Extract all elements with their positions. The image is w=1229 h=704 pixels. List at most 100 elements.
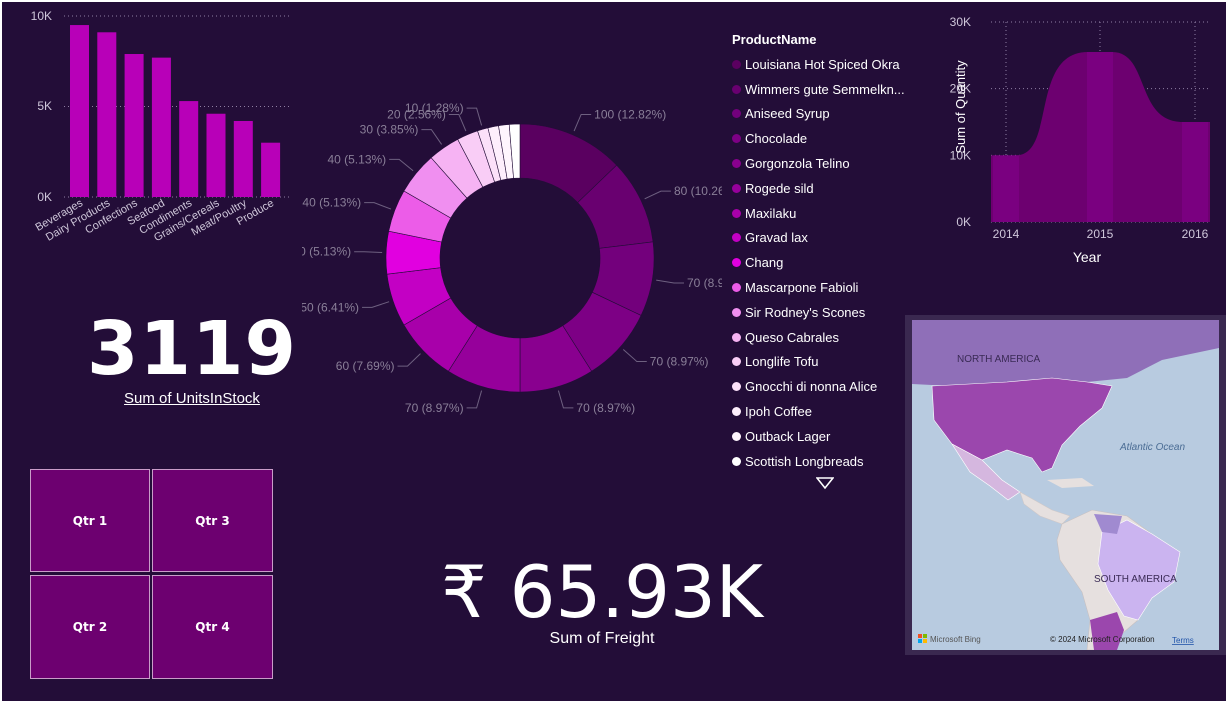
map-canvas: NORTH AMERICA Atlantic Ocean SOUTH AMERI… [912,320,1219,650]
x-axis-title: Year [1073,249,1102,265]
map-copyright: © 2024 Microsoft Corporation [1050,635,1155,644]
legend-swatch [732,59,741,69]
leader-line [656,279,684,284]
y-tick-label: 20K [950,82,971,96]
legend-item[interactable]: Mascarpone Fabioli [732,275,912,300]
map-label-atlantic: Atlantic Ocean [1119,442,1185,453]
units-in-stock-value: 3119 [87,306,297,392]
bar-meat-poultry[interactable] [233,120,253,197]
legend-item[interactable]: Gravad lax [732,226,912,251]
legend-swatch [732,183,741,193]
legend-label: Outback Lager [745,428,831,444]
tile-qtr-3[interactable]: Qtr 3 [152,469,273,572]
y-tick-label: 0K [37,190,52,204]
legend-label: Gravad lax [745,230,808,246]
legend-item[interactable]: Louisiana Hot Spiced Okra [732,52,912,77]
legend-swatch [732,84,741,94]
x-tick-label: 2015 [1087,227,1114,241]
tile-qtr-4[interactable]: Qtr 4 [152,575,273,679]
bing-logo-icon [923,634,927,638]
legend-item[interactable]: Aniseed Syrup [732,102,912,127]
year-bar-2015[interactable] [1087,52,1113,222]
data-label: 70 (8.97%) [650,354,709,368]
legend-item[interactable]: Scottish Longbreads [732,449,912,474]
data-label: 40 (5.13%) [302,196,361,210]
map-visual[interactable]: NORTH AMERICA Atlantic Ocean SOUTH AMERI… [912,320,1219,650]
legend-label: Ipoh Coffee [745,404,812,420]
legend-item[interactable]: Rogede sild [732,176,912,201]
legend-label: Rogede sild [745,180,814,196]
legend-label: Mascarpone Fabioli [745,280,859,296]
legend-swatch [732,332,741,342]
legend-label: Queso Cabrales [745,329,839,345]
legend-item[interactable]: Longlife Tofu [732,350,912,375]
product-donut-chart[interactable]: 100 (12.82%) 80 (10.26%) 70 (8.97%) 70 (8.9… [302,92,722,432]
tile-qtr-2[interactable]: Qtr 2 [30,575,150,679]
bar-grains-cereals[interactable] [206,113,226,197]
legend-swatch [732,258,741,268]
region-brazil [1097,519,1181,621]
slice-scottish-longbreads[interactable] [508,123,521,179]
freight-value: ₹ 65.93K [440,550,764,634]
data-label: 40 (5.13%) [302,245,351,259]
bar-seafood[interactable] [151,57,171,197]
legend-swatch [732,134,741,144]
legend-swatch [732,456,741,466]
leader-line [362,301,390,308]
quantity-by-year-chart[interactable]: 30K 20K 10K 0K 2014 2015 2016 Year Sum of Quan… [937,12,1226,272]
legend-label: Aniseed Syrup [745,106,830,122]
region-argentina [1090,612,1124,650]
legend-item[interactable]: Maxilaku [732,201,912,226]
y-tick-label: 10K [950,148,971,162]
leader-line [466,390,483,409]
legend-item[interactable]: Gnocchi di nonna Alice [732,374,912,399]
year-bar-2016[interactable] [1182,122,1208,222]
bar-beverages[interactable] [70,25,89,197]
tile-qtr-1[interactable]: Qtr 1 [30,469,150,572]
legend-item[interactable]: Gorgonzola Telino [732,151,912,176]
legend-swatch [732,283,741,293]
legend-label: Louisiana Hot Spiced Okra [745,56,900,72]
leader-line [466,107,483,126]
product-legend: Louisiana Hot Spiced Okra Wimmers gute Se… [732,52,912,474]
y-tick-label: 0K [956,215,971,229]
x-tick-label: 2016 [1182,227,1209,241]
leader-line [389,158,414,172]
bar-produce[interactable] [261,142,281,197]
legend-item[interactable]: Chang [732,250,912,275]
legend-swatch [732,357,741,367]
legend-label: Gnocchi di nonna Alice [745,379,878,395]
region-venezuela [1094,514,1122,534]
year-bar-2014[interactable] [993,155,1019,222]
region-caribbean [1047,478,1094,488]
legend-scroll-down-icon[interactable] [816,476,834,490]
legend-swatch [732,431,741,441]
legend-label: Scottish Longbreads [745,453,864,469]
legend-item[interactable]: Ipoh Coffee [732,399,912,424]
legend-item[interactable]: Queso Cabrales [732,325,912,350]
bar-condiments[interactable] [179,101,199,197]
data-label: 80 (10.26%) [674,184,722,198]
legend-item[interactable]: Outback Lager [732,424,912,449]
map-terms-link[interactable]: Terms [1172,636,1194,645]
bing-logo-icon [918,639,922,643]
map-label-south-america: SOUTH AMERICA [1094,574,1177,585]
leader-line [448,113,467,132]
bar-confections[interactable] [124,54,144,198]
legend-label: Gorgonzola Telino [745,156,850,172]
legend-item[interactable]: Wimmers gute Semmelkn... [732,77,912,102]
legend-label: Sir Rodney's Scones [745,304,866,320]
legend-title: ProductName [732,32,817,47]
freight-label: Sum of Freight [549,630,655,647]
units-in-stock-label[interactable]: Sum of UnitsInStock [124,390,260,407]
leader-line [622,349,647,362]
bar-dairy-products[interactable] [97,32,117,197]
legend-item[interactable]: Chocolade [732,126,912,151]
leader-line [397,353,421,367]
leader-line [354,251,383,253]
legend-swatch [732,382,741,392]
leader-line [644,190,671,200]
data-label: 10 (1.28%) [405,101,464,115]
legend-item[interactable]: Sir Rodney's Scones [732,300,912,325]
